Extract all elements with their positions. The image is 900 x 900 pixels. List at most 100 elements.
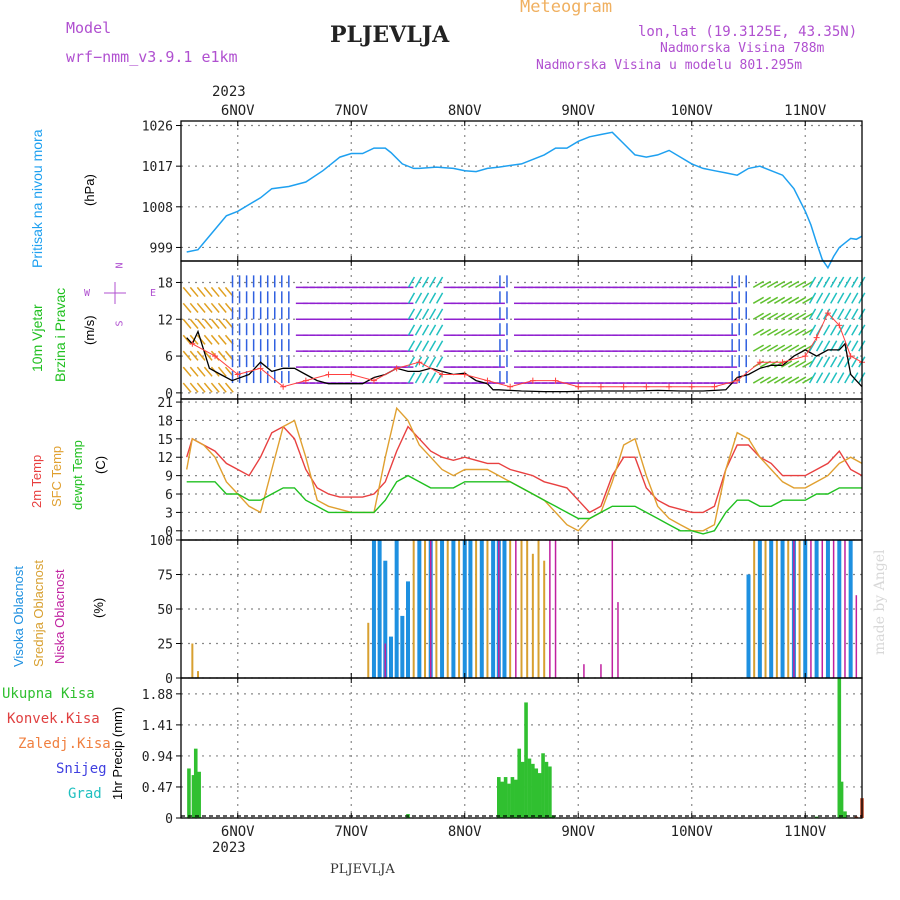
wind-arrow <box>802 312 814 320</box>
cloud-high-bar <box>383 560 388 678</box>
wind-arrow <box>421 308 430 320</box>
wind-arrow <box>774 376 786 384</box>
wind-arrow <box>182 350 192 361</box>
cloud-high-bar <box>757 540 762 678</box>
wind-arrow <box>759 312 772 320</box>
wind-arrow <box>802 280 814 289</box>
cloud-low-bar <box>384 643 387 678</box>
cloud-high-bar <box>746 574 751 678</box>
wind-arrow <box>774 296 786 304</box>
panel-frame <box>180 677 863 819</box>
wind-arrow <box>407 276 416 288</box>
precip-bar <box>187 768 191 818</box>
wind-arrow <box>435 292 444 304</box>
precip-bar <box>507 783 511 818</box>
wind-speed-line <box>186 329 863 393</box>
cloud-low-bar <box>600 664 602 678</box>
precip-bar <box>503 777 508 818</box>
gust-marker <box>734 377 741 384</box>
wind-arrow <box>182 382 192 393</box>
cloud-high-bar <box>394 540 399 678</box>
cloud-mid-bar <box>191 643 194 678</box>
ytick-label: 999 <box>150 241 173 256</box>
precip-bar <box>524 702 528 818</box>
cloud-high-bar <box>479 540 484 678</box>
wind-arrow <box>766 312 779 320</box>
wind-arrow <box>407 324 416 336</box>
altitude: Nadmorska Visina 788m <box>660 41 825 56</box>
cloud-high-bar <box>400 615 405 678</box>
wind-arrow <box>428 292 437 304</box>
wind-arrow <box>808 356 817 368</box>
wind-arrow <box>802 376 814 384</box>
ytick-label: 0 <box>165 672 173 687</box>
wind-arrow <box>766 328 779 336</box>
ytick-label: 50 <box>157 603 173 618</box>
cloud-mid-bar <box>537 540 540 678</box>
precip-bar <box>520 761 525 818</box>
precip-bar <box>193 748 198 818</box>
cloud-low-bar <box>821 540 824 678</box>
wind-arrow <box>844 276 852 288</box>
wind-arrow <box>815 292 824 304</box>
pressure-line <box>186 131 863 270</box>
wind-arrow <box>844 372 852 384</box>
cloud-mid-bar <box>798 540 801 678</box>
day-label-bottom: 9NOV <box>561 824 595 840</box>
cloud-high-bar <box>388 636 393 678</box>
wind-arrow <box>182 286 192 298</box>
cloud-mid-bar <box>753 540 756 678</box>
wind-arrow <box>414 324 423 336</box>
cloud-high-bar <box>803 540 808 678</box>
gust-marker <box>779 359 786 366</box>
gust-marker <box>439 371 446 378</box>
cloud-low-bar <box>832 540 835 678</box>
wind-arrow <box>830 372 838 384</box>
day-label-bottom: 6NOV <box>221 824 255 840</box>
model-label: Model <box>66 19 112 37</box>
gust-marker <box>836 322 843 329</box>
cloud-high-bar <box>417 540 422 678</box>
wind-arrow <box>781 296 793 304</box>
wind-arrow <box>788 328 800 336</box>
cloud-high-bar <box>502 540 507 678</box>
wind-arrow <box>407 340 416 352</box>
precip-bar <box>839 781 844 818</box>
wind-arrow <box>428 340 437 352</box>
wind-arrow <box>815 308 824 320</box>
temp-dewpt-line <box>186 474 862 535</box>
day-label-top: 6NOV <box>221 103 255 119</box>
cloud-mid-bar <box>531 553 534 678</box>
wind-arrow <box>435 340 444 352</box>
wind-arrow <box>752 344 765 352</box>
cloud-mid-bar <box>775 540 778 678</box>
wind-arrow <box>210 334 220 345</box>
gust-marker <box>824 310 831 317</box>
precip-bar <box>537 773 542 818</box>
precip-bar <box>854 816 859 818</box>
wind-arrow <box>435 356 444 368</box>
wind-arrow <box>196 366 206 377</box>
cloud-low-bar <box>810 540 812 678</box>
wind-arrow <box>435 308 444 320</box>
precip-legend-total: Ukupna Kisa <box>2 686 95 702</box>
gust-marker <box>325 371 332 378</box>
wind-arrow <box>752 312 765 320</box>
precip-bar <box>837 678 842 818</box>
cloud-low-bar <box>611 540 614 678</box>
gust-marker <box>507 383 514 390</box>
cloud-low-bar <box>583 664 585 678</box>
cloud-high-bar <box>371 540 376 678</box>
wind-arrow <box>788 344 800 352</box>
precip-bar <box>527 758 532 818</box>
wind-arrow <box>830 324 838 336</box>
day-label-bottom: 8NOV <box>448 824 482 840</box>
cloud-mid-bar <box>787 540 790 678</box>
wind-arrow <box>182 318 192 329</box>
cloud-mid-bar <box>412 540 415 678</box>
wind-arrow <box>851 292 859 304</box>
gust-marker <box>552 377 559 384</box>
gust-marker <box>280 383 287 390</box>
wind-arrow <box>808 324 817 336</box>
cloud-high-bar <box>377 540 382 678</box>
